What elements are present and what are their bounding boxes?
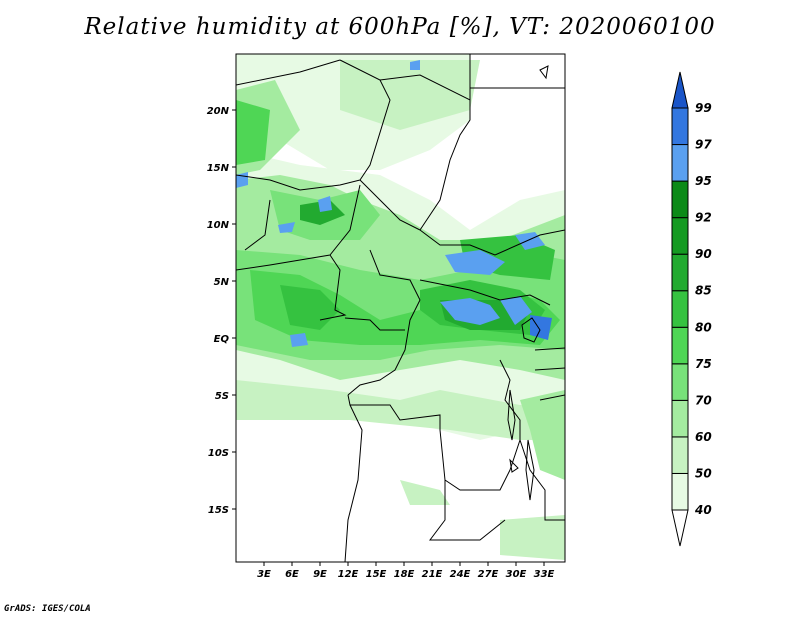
lon-label-15e: 15E [366, 569, 387, 580]
colorbar-label: 50 [695, 466, 712, 480]
colorbar-triangle-bottom [671, 509, 689, 547]
grads-credit: GrADS: IGES/COLA [4, 604, 91, 614]
lon-label-21e: 21E [422, 569, 443, 580]
colorbar-segment [671, 326, 689, 365]
colorbar-segment [671, 144, 689, 182]
lon-label-12e: 12E [338, 569, 359, 580]
lakes [507, 65, 549, 501]
lat-ticks [232, 109, 236, 510]
map-panel [236, 54, 565, 562]
colorbar-label: 97 [695, 138, 712, 152]
lon-label-3e: 3E [257, 569, 271, 580]
colorbar-segment [671, 399, 689, 438]
colorbar-label: 60 [695, 430, 712, 444]
colorbar-segment [671, 436, 689, 474]
lon-label-30e: 30E [506, 569, 527, 580]
colorbar: 40 50 60 70 75 80 85 90 92 95 97 99 [671, 71, 712, 547]
colorbar-triangle-top [671, 71, 689, 109]
lat-label-15s: 15S [208, 505, 229, 516]
lon-label-18e: 18E [394, 569, 415, 580]
colorbar-label: 92 [695, 211, 712, 225]
country-borders [236, 54, 565, 562]
colorbar-segment [671, 472, 689, 511]
colorbar-label: 85 [695, 284, 712, 298]
colorbar-segment [671, 363, 689, 401]
colorbar-segment [671, 253, 689, 292]
colorbar-label: 95 [695, 174, 712, 188]
lat-label-eq: EQ [214, 334, 230, 345]
colorbar-segment [671, 217, 689, 255]
colorbar-label: 90 [695, 247, 712, 261]
lat-label-15n: 15N [207, 163, 230, 174]
lon-label-33e: 33E [534, 569, 555, 580]
lon-ticks [263, 562, 545, 566]
colorbar-label: 99 [695, 101, 712, 115]
colorbar-labels: 40 50 60 70 75 80 85 90 92 95 97 99 [694, 101, 712, 517]
lat-label-5n: 5N [214, 277, 230, 288]
colorbar-segment [671, 180, 689, 219]
lat-label-10n: 10N [207, 220, 230, 231]
humidity-shading-blue [236, 60, 552, 347]
colorbar-label: 70 [695, 393, 712, 407]
colorbar-label: 40 [694, 503, 712, 517]
colorbar-label: 80 [695, 320, 712, 334]
colorbar-segments [671, 71, 689, 547]
colorbar-segment [671, 107, 689, 146]
lon-label-27e: 27E [478, 569, 499, 580]
map-title: Relative humidity at 600hPa [%], VT: 202… [84, 14, 716, 40]
lat-label-10s: 10S [208, 448, 229, 459]
lon-label-24e: 24E [450, 569, 471, 580]
lon-label-9e: 9E [313, 569, 327, 580]
lat-label-20n: 20N [207, 106, 230, 117]
colorbar-segment [671, 290, 689, 328]
colorbar-label: 75 [695, 357, 712, 371]
lat-label-5s: 5S [215, 391, 229, 402]
map-frame [235, 53, 566, 563]
lon-label-6e: 6E [285, 569, 299, 580]
